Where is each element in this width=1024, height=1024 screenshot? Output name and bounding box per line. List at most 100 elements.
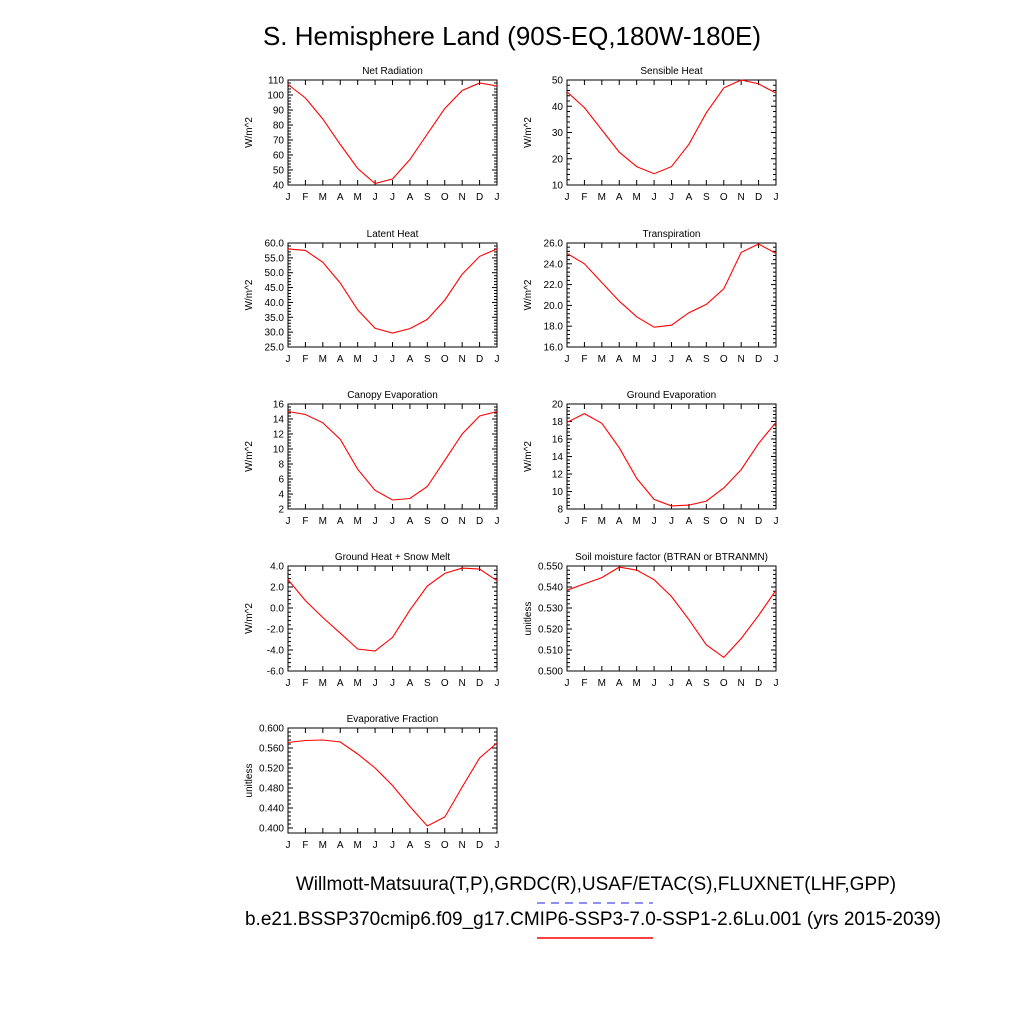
y-tick-label: 70	[273, 136, 285, 147]
x-tick-label: N	[459, 192, 466, 203]
y-tick-label: 0.500	[538, 667, 563, 678]
x-tick-label: F	[581, 192, 587, 203]
x-tick-label: O	[720, 192, 728, 203]
y-tick-label: 0.520	[259, 764, 284, 775]
x-tick-label: N	[738, 516, 745, 527]
x-tick-label: J	[373, 354, 378, 365]
x-tick-label: S	[424, 192, 431, 203]
y-tick-label: 16.0	[544, 343, 564, 354]
x-tick-label: J	[652, 678, 657, 689]
x-tick-label: M	[319, 678, 327, 689]
plot-frame	[287, 565, 498, 672]
x-tick-label: M	[353, 840, 361, 851]
x-tick-label: M	[598, 192, 606, 203]
x-tick-label: A	[407, 354, 414, 365]
x-tick-label: J	[565, 678, 570, 689]
y-tick-label: 18.0	[544, 322, 564, 333]
y-tick-label: 20.0	[544, 301, 564, 312]
y-tick-label: 45.0	[265, 283, 285, 294]
x-tick-label: O	[720, 354, 728, 365]
y-tick-label: 60.0	[265, 239, 285, 250]
x-tick-label: A	[686, 516, 693, 527]
x-tick-label: J	[373, 516, 378, 527]
x-tick-label: J	[286, 678, 291, 689]
x-tick-label: O	[441, 354, 449, 365]
x-tick-label: D	[755, 516, 762, 527]
x-tick-label: O	[441, 840, 449, 851]
y-tick-label: 8	[557, 505, 563, 516]
y-tick-label: -2.0	[267, 625, 285, 636]
y-tick-label: 2.0	[270, 583, 284, 594]
x-tick-label: J	[774, 516, 779, 527]
x-tick-label: J	[774, 354, 779, 365]
x-tick-label: A	[616, 516, 623, 527]
x-tick-label: D	[476, 354, 483, 365]
x-tick-label: M	[319, 840, 327, 851]
figure-title: S. Hemisphere Land (90S-EQ,180W-180E)	[263, 21, 761, 51]
x-tick-label: M	[632, 192, 640, 203]
y-tick-label: 50.0	[265, 268, 285, 279]
x-tick-label: F	[302, 192, 308, 203]
x-tick-label: J	[495, 192, 500, 203]
y-tick-label: 30	[552, 128, 564, 139]
y-tick-label: 110	[268, 76, 284, 87]
x-tick-label: A	[337, 678, 344, 689]
panel-title: Net Radiation	[362, 66, 423, 77]
x-tick-label: M	[353, 192, 361, 203]
x-tick-label: M	[353, 516, 361, 527]
y-tick-label: 55.0	[265, 253, 285, 264]
x-tick-label: S	[703, 354, 710, 365]
series-line	[566, 243, 777, 328]
y-tick-label: 0.510	[538, 646, 563, 657]
x-tick-label: O	[720, 516, 728, 527]
y-axis-label: W/m^2	[244, 279, 255, 310]
x-tick-label: J	[652, 516, 657, 527]
x-tick-label: J	[390, 354, 395, 365]
x-tick-label: M	[319, 354, 327, 365]
y-tick-label: 10	[552, 181, 564, 192]
panel-title: Soil moisture factor (BTRAN or BTRANMN)	[575, 552, 768, 563]
x-tick-label: D	[755, 192, 762, 203]
y-tick-label: 26.0	[544, 239, 564, 250]
y-tick-label: 0.0	[270, 604, 284, 615]
y-tick-label: 8	[278, 460, 284, 471]
series-line	[287, 82, 498, 185]
x-tick-label: D	[476, 192, 483, 203]
x-tick-label: S	[424, 516, 431, 527]
x-tick-label: J	[565, 354, 570, 365]
x-tick-label: A	[407, 840, 414, 851]
y-tick-label: 10	[273, 445, 285, 456]
x-tick-label: M	[353, 678, 361, 689]
y-tick-label: 20	[552, 154, 564, 165]
x-tick-label: M	[598, 516, 606, 527]
x-tick-label: J	[390, 840, 395, 851]
y-tick-label: 6	[278, 475, 284, 486]
x-tick-label: A	[407, 516, 414, 527]
x-tick-label: A	[686, 354, 693, 365]
y-axis-label: W/m^2	[523, 441, 534, 472]
y-tick-label: 2	[278, 505, 284, 516]
x-tick-label: J	[390, 192, 395, 203]
y-tick-label: 0.540	[538, 583, 563, 594]
series-line	[566, 412, 777, 507]
panel-title: Ground Heat + Snow Melt	[335, 552, 451, 563]
y-axis-label: W/m^2	[244, 441, 255, 472]
x-tick-label: A	[616, 192, 623, 203]
y-tick-label: 4.0	[270, 562, 284, 573]
y-tick-label: 0.530	[538, 604, 563, 615]
x-tick-label: J	[373, 192, 378, 203]
y-tick-label: 0.480	[259, 784, 284, 795]
x-tick-label: F	[302, 354, 308, 365]
x-tick-label: J	[286, 840, 291, 851]
y-axis-label: W/m^2	[523, 117, 534, 148]
x-tick-label: A	[407, 678, 414, 689]
x-tick-label: J	[669, 192, 674, 203]
x-tick-label: M	[319, 516, 327, 527]
x-tick-label: F	[302, 516, 308, 527]
